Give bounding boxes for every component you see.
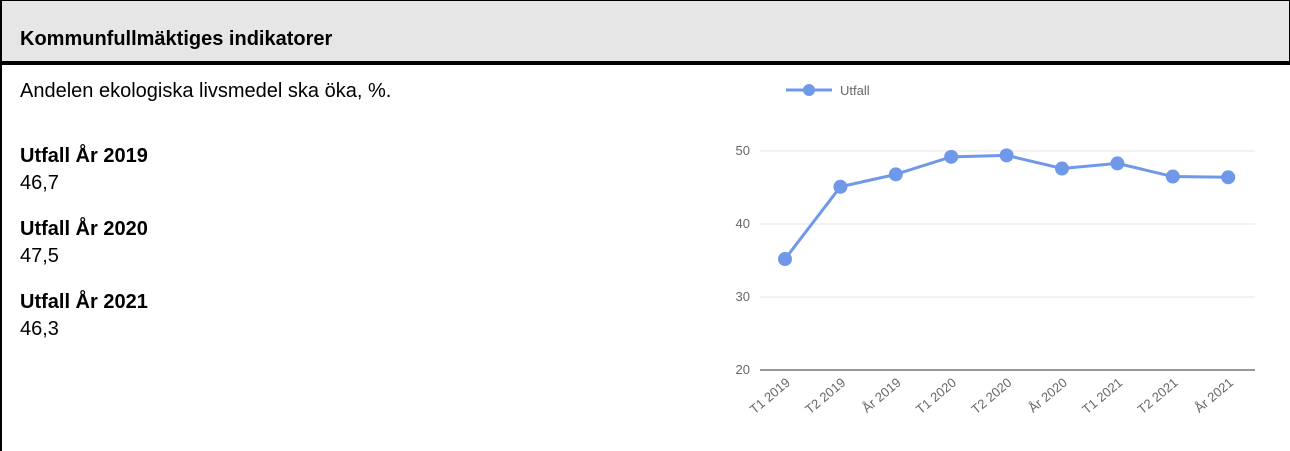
legend-dot [803,84,815,96]
x-tick-label: T2 2019 [802,375,848,417]
point [1165,169,1180,184]
x-tick-label: År 2020 [1025,375,1070,416]
point [833,179,848,194]
result-value: 47,5 [20,245,59,267]
y-tick-label: 50 [736,143,750,158]
y-tick-label: 30 [736,289,750,304]
x-tick-label: År 2019 [859,375,904,416]
header: Kommunfullmäktiges indikatorer [0,0,1290,65]
point [999,148,1014,163]
x-tick-label: År 2021 [1192,375,1237,416]
point [888,167,903,182]
result-label: Utfall År 2019 [20,145,148,167]
y-tick-label: 20 [736,362,750,377]
x-tick-label: T2 2020 [968,375,1014,417]
point [1221,170,1236,185]
header-title: Kommunfullmäktiges indikatorer [20,28,333,50]
result-label: Utfall År 2021 [20,291,148,313]
x-tick-label: T1 2021 [1079,375,1125,417]
point [778,252,792,267]
x-tick-label: T2 2021 [1135,375,1181,417]
line [783,153,1229,260]
legend-label: Utfall [840,83,870,98]
result-value: 46,7 [20,172,59,194]
result-value: 46,3 [20,318,59,340]
y-tick-label: 40 [736,216,750,231]
point [1110,156,1125,171]
x-tick-label: T1 2020 [913,375,959,417]
point [1055,161,1069,176]
description: Andelen ekologiska livsmedel ska öka, %. [20,80,392,102]
result-label: Utfall År 2020 [20,218,148,240]
point [944,149,959,164]
border [0,64,2,451]
x-tick-label: T1 2019 [747,375,793,417]
